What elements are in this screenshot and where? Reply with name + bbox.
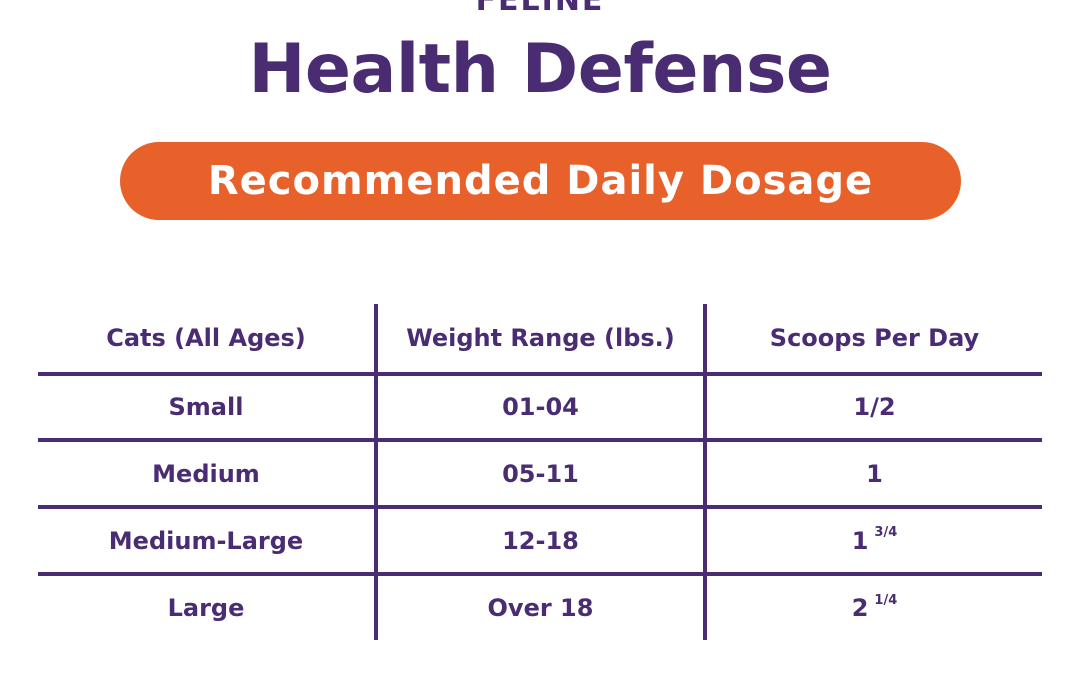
row-2-scoops-value: 1 [866, 459, 883, 488]
row-1-weight: 01-04 [502, 393, 579, 421]
row-divider [38, 572, 1042, 576]
header-cat-size: Cats (All Ages) [106, 324, 306, 352]
row-4-scoops-value: 2 [851, 594, 869, 622]
header-weight-range: Weight Range (lbs.) [406, 324, 675, 352]
brand-subtitle: FELINE [475, 0, 605, 18]
row-divider [38, 505, 1042, 509]
row-1-size: Small [168, 393, 244, 421]
row-4-scoops-fraction: 1/4 [874, 592, 898, 608]
row-3-scoops-fraction: 3/4 [874, 525, 898, 540]
column-divider [374, 304, 378, 640]
row-3-size: Medium-Large [108, 526, 304, 555]
row-1-scoops-value: 1/2 [853, 393, 896, 421]
column-divider [703, 304, 707, 640]
row-2-scoops: 1 [707, 442, 1042, 505]
dosage-banner-label: Recommended Daily Dosage [207, 158, 874, 204]
dosage-banner: Recommended Daily Dosage [120, 142, 961, 220]
row-divider [38, 372, 1042, 376]
row-2-weight: 05-11 [502, 459, 579, 488]
page-title: Health Defense [248, 30, 832, 109]
row-4-scoops: 2 1/4 [707, 576, 1042, 640]
header-scoops: Scoops Per Day [769, 324, 980, 352]
row-divider [38, 438, 1042, 442]
row-1-scoops: 1/2 [707, 376, 1042, 438]
row-3-scoops-value: 1 [851, 526, 869, 555]
row-4-weight: Over 18 [487, 594, 594, 622]
row-4-size: Large [167, 594, 245, 622]
row-3-scoops: 1 3/4 [707, 509, 1042, 572]
row-2-size: Medium [152, 459, 260, 488]
dosage-table: Cats (All Ages) Weight Range (lbs.) Scoo… [38, 304, 1042, 640]
row-3-weight: 12-18 [502, 526, 579, 555]
